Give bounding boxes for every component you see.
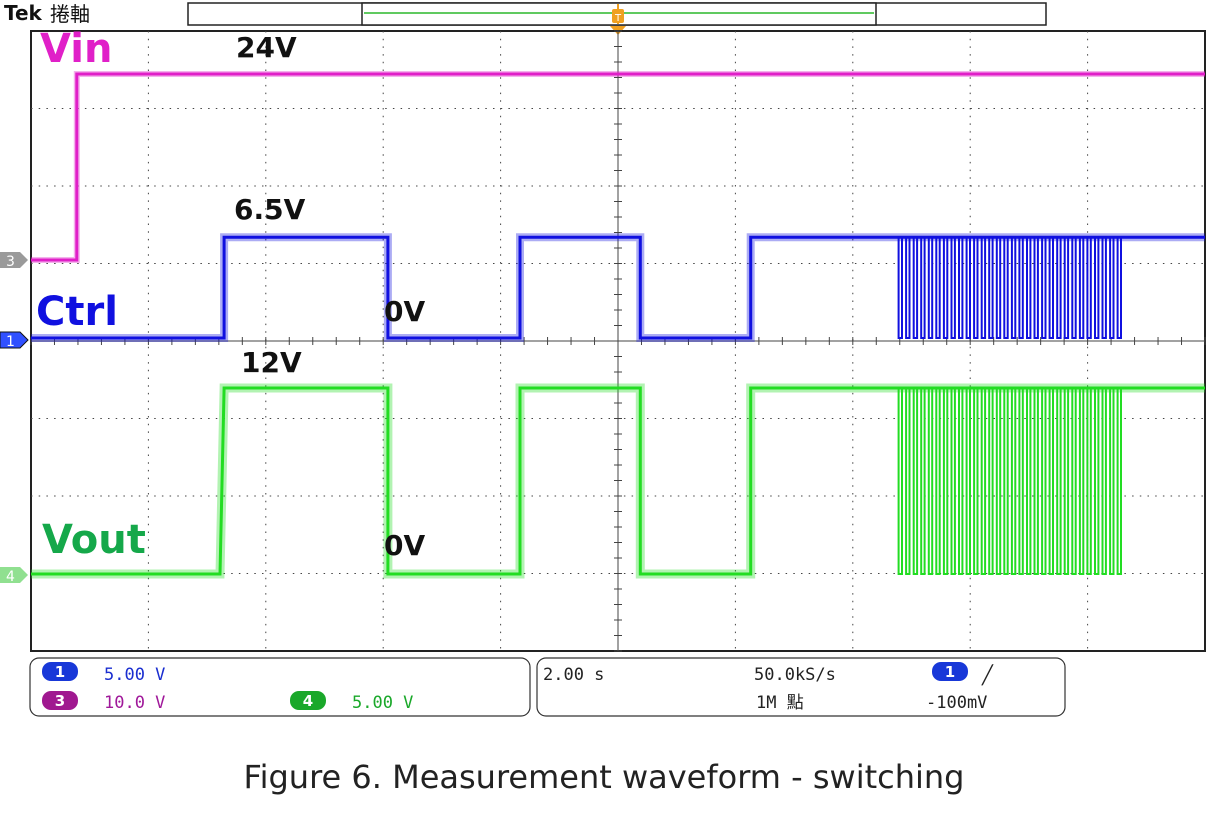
vout-level-low: 0V xyxy=(384,529,425,562)
ctrl-trace xyxy=(31,235,1205,340)
ch1-ground-marker[interactable] xyxy=(0,331,29,349)
ch1-scale: 5.00 V xyxy=(104,665,165,685)
vin-noise-band xyxy=(31,71,1205,263)
vout-series-label: Vout xyxy=(42,517,146,563)
ch3-scale: 10.0 V xyxy=(104,693,165,713)
trigger-source-badge[interactable] xyxy=(932,662,968,681)
ch4-scale: 5.00 V xyxy=(352,693,413,713)
waveforms xyxy=(31,71,1205,579)
ch3-ground-marker[interactable] xyxy=(0,252,28,268)
trigger-position-icon[interactable] xyxy=(612,9,624,23)
channel-markers: 3 1 4 xyxy=(0,252,29,585)
vout-noise-band xyxy=(31,383,1205,579)
ctrl-level-low: 0V xyxy=(384,295,425,328)
svg-text:3: 3 xyxy=(55,692,65,710)
top-header: Tek 捲軸 T xyxy=(4,1,1047,35)
svg-text:3: 3 xyxy=(6,254,15,270)
ctrl-burst xyxy=(897,236,1126,339)
sample-rate: 50.0kS/s xyxy=(754,665,836,685)
svg-text:1: 1 xyxy=(945,663,955,681)
svg-text:T: T xyxy=(614,13,622,24)
brand-label: Tek xyxy=(4,1,43,25)
ch3-badge[interactable] xyxy=(42,691,78,710)
wave-labels: Vin 24V Ctrl 6.5V 0V Vout 12V 0V xyxy=(36,26,425,563)
record-length: 1M 點 xyxy=(756,693,804,713)
svg-text:4: 4 xyxy=(303,692,313,710)
ch4-badge[interactable] xyxy=(290,691,326,710)
vout-burst xyxy=(897,387,1126,575)
scroll-mode-label: 捲軸 xyxy=(50,2,90,26)
trigger-slope-icon: ╱ xyxy=(981,664,994,686)
ch1-badge[interactable] xyxy=(42,662,78,681)
figure-caption: Figure 6. Measurement waveform - switchi… xyxy=(243,758,965,796)
vin-series-label: Vin xyxy=(40,26,112,72)
vin-trace xyxy=(31,72,1205,262)
svg-text:4: 4 xyxy=(6,569,15,585)
svg-text:1: 1 xyxy=(6,334,15,350)
timebase-value: 2.00 s xyxy=(543,665,604,685)
svg-text:1: 1 xyxy=(55,663,65,681)
graticule-grid xyxy=(30,30,1206,652)
ctrl-series-label: Ctrl xyxy=(36,289,118,335)
vout-trace xyxy=(31,386,1205,576)
trigger-level: -100mV xyxy=(926,693,987,713)
vin-level-24v: 24V xyxy=(236,31,297,64)
ch4-ground-marker[interactable] xyxy=(0,567,28,583)
ctrl-noise-band xyxy=(31,233,1205,342)
status-panel: 1 5.00 V 3 10.0 V 4 5.00 V 2.00 s 50.0kS… xyxy=(29,657,1066,717)
vout-level-high: 12V xyxy=(241,346,302,379)
channel-scale-box xyxy=(29,657,531,717)
ctrl-level-high: 6.5V xyxy=(234,193,306,226)
